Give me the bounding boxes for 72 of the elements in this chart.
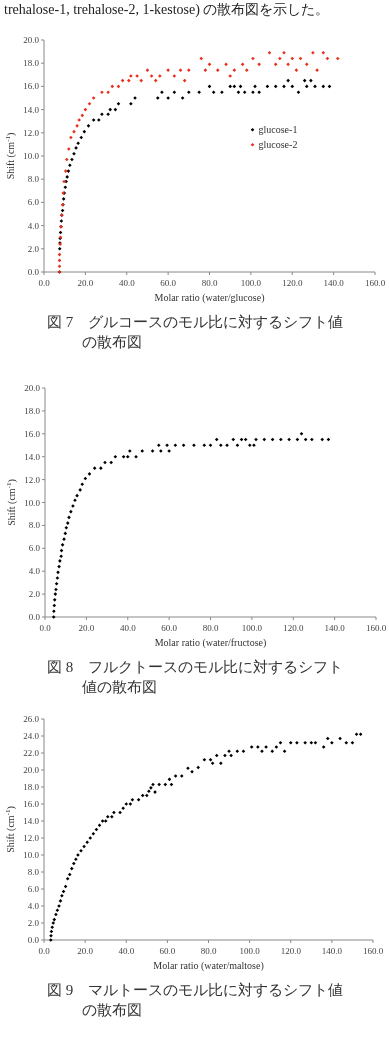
x-tick-label: 140.0	[323, 278, 345, 288]
y-tick-label: 4.0	[27, 901, 40, 911]
y-tick-label: 6.0	[27, 884, 40, 894]
x-tick-label: 0.0	[39, 623, 52, 633]
y-tick-label: 20.0	[24, 383, 41, 393]
y-tick-label: 16.0	[23, 799, 40, 809]
y-tick-label: 14.0	[23, 104, 40, 115]
y-tick-label: 20.0	[23, 765, 40, 775]
x-tick-label: 100.0	[239, 946, 261, 956]
x-tick-label: 120.0	[283, 623, 304, 633]
y-tick-label: 10.0	[23, 151, 40, 161]
y-tick-label: 8.0	[27, 867, 40, 877]
y-tick-label: 26.0	[23, 714, 40, 724]
y-tick-label: 4.0	[28, 566, 41, 577]
x-tick-label: 60.0	[159, 946, 176, 956]
x-tick-label: 0.0	[38, 946, 51, 956]
x-tick-label: 100.0	[241, 623, 263, 633]
x-tick-label: 120.0	[280, 946, 302, 956]
text: trehalose-1, trehalose-2, 1-kestose) の散布図を示した。	[4, 2, 330, 18]
y-tick-label: 20.0	[23, 35, 40, 45]
legend-label: glucose-2	[258, 138, 298, 150]
y-tick-label: 16.0	[24, 428, 41, 439]
x-axis-title: Molar ratio (water/maltose)	[153, 960, 264, 972]
y-tick-label: 12.0	[23, 127, 40, 138]
y-tick-label: 0.0	[27, 935, 40, 945]
x-tick-label: 80.0	[200, 946, 217, 956]
y-tick-label: 8.0	[28, 520, 41, 531]
x-tick-label: 40.0	[118, 278, 136, 288]
y-tick-label: 18.0	[23, 782, 40, 792]
y-tick-label: 2.0	[28, 589, 41, 600]
legend-label: glucose-1	[258, 123, 298, 135]
y-tick-label: 24.0	[23, 731, 40, 741]
x-tick-label: 100.0	[240, 278, 262, 288]
y-tick-label: 12.0	[24, 474, 41, 485]
y-tick-label: 10.0	[24, 497, 41, 508]
text: 図 9 マルトースのモル比に対するシフト値の散布図	[47, 982, 344, 1018]
x-tick-label: 20.0	[78, 623, 95, 633]
y-tick-label: 16.0	[23, 81, 40, 92]
y-tick-label: 14.0	[24, 451, 41, 462]
y-tick-label: 2.0	[27, 918, 40, 928]
y-tick-label: 14.0	[23, 816, 40, 826]
x-tick-label: 60.0	[161, 623, 178, 633]
x-tick-label: 160.0	[364, 278, 386, 288]
y-tick-label: 18.0	[23, 58, 40, 69]
y-tick-label: 22.0	[23, 748, 40, 758]
y-tick-label: 12.0	[23, 833, 40, 843]
y-tick-label: 0.0	[28, 612, 41, 622]
x-tick-label: 140.0	[324, 623, 346, 633]
y-tick-label: 6.0	[27, 197, 40, 208]
x-tick-label: 140.0	[321, 946, 343, 956]
x-axis-title: Molar ratio (water/glucose)	[154, 292, 265, 304]
y-tick-label: 0.0	[27, 267, 40, 277]
y-tick-label: 4.0	[27, 220, 40, 231]
y-tick-label: 6.0	[28, 543, 41, 554]
x-tick-label: 160.0	[365, 623, 387, 633]
x-tick-label: 40.0	[119, 623, 137, 633]
x-axis-title: Molar ratio (water/fructose)	[154, 637, 267, 649]
x-tick-label: 60.0	[160, 278, 177, 288]
text: 図 8 フルクトースのモル比に対するシフト値の散布図	[47, 659, 344, 695]
y-tick-label: 8.0	[27, 174, 40, 185]
x-tick-label: 0.0	[38, 278, 51, 288]
y-tick-label: 2.0	[27, 243, 40, 254]
x-tick-label: 80.0	[201, 278, 218, 288]
x-tick-label: 120.0	[282, 278, 303, 288]
y-tick-label: 18.0	[24, 405, 41, 416]
x-tick-label: 20.0	[77, 946, 94, 956]
x-tick-label: 160.0	[362, 946, 384, 956]
y-tick-label: 10.0	[23, 850, 40, 860]
text: 図 7 グルコースのモル比に対するシフト値の散布図	[47, 314, 344, 350]
x-tick-label: 80.0	[202, 623, 219, 633]
x-tick-label: 20.0	[77, 278, 94, 288]
x-tick-label: 40.0	[118, 946, 135, 956]
